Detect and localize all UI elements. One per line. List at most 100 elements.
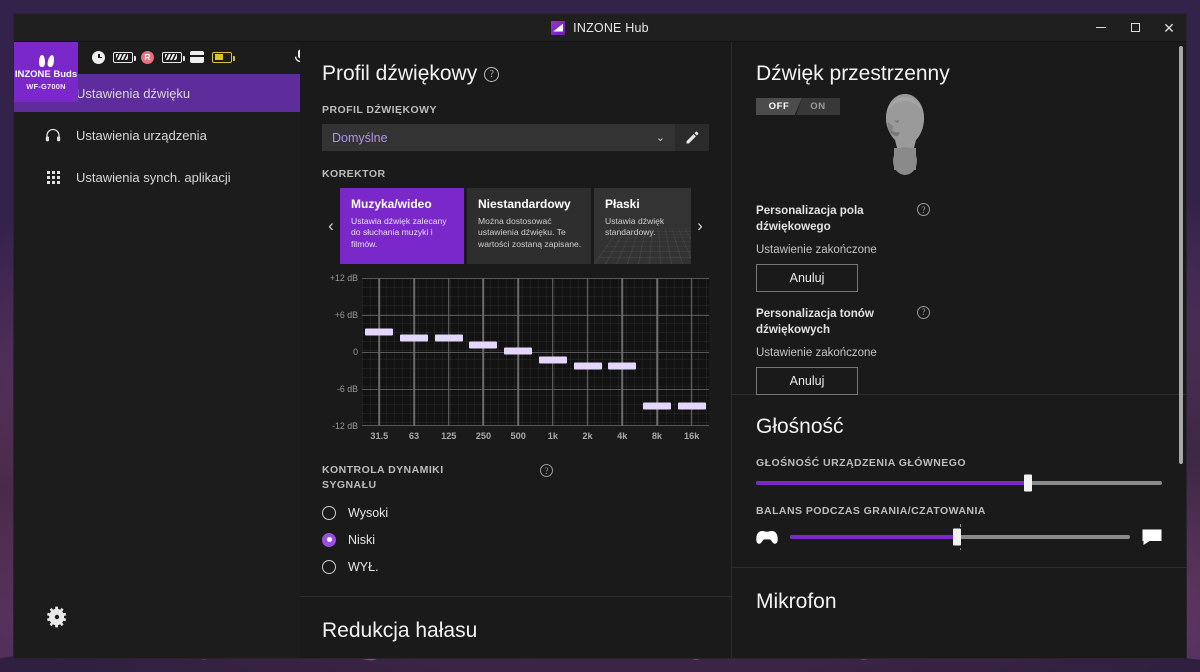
clock-icon [92,50,105,64]
equalizer-plot[interactable] [362,278,709,426]
minimize-button[interactable] [1084,14,1118,41]
spatial-sound-title: Dźwięk przestrzenny [756,62,950,85]
radio-option-off[interactable]: WYŁ. [322,559,709,574]
equalizer-gridline [362,278,709,279]
soundfield-cancel-button[interactable]: Anuluj [756,263,858,292]
chevron-right-icon[interactable]: › [697,216,703,235]
tone-status: Ustawienie zakończone [756,346,877,359]
maximize-button[interactable] [1118,14,1152,41]
radio-icon-selected [322,532,336,547]
radio-option-low[interactable]: Niski [322,532,709,547]
equalizer-x-tick: 4k [617,431,628,441]
device-status-bar: R [78,42,307,72]
equalizer-band-track[interactable] [447,278,450,426]
radio-icon [322,505,336,520]
radio-option-high[interactable]: Wysoki [322,505,709,520]
microphone-title: Mikrofon [756,590,837,613]
equalizer-x-tick: 16k [683,431,700,441]
sidebar-item-device-settings[interactable]: Ustawienia urządzenia [14,116,300,154]
device-model: WF-G700N [26,81,66,91]
equalizer-band-handle[interactable] [538,356,567,364]
device-tile[interactable]: INZONE Buds WF-G700N [14,42,78,102]
equalizer-x-tick: 500 [510,431,526,441]
preset-title: Muzyka/wideo [351,197,432,211]
sidebar: INZONE Buds WF-G700N R [14,42,307,658]
pencil-icon [686,131,698,144]
equalizer-x-tick: 250 [475,431,492,441]
equalizer-gridline [362,352,709,353]
preset-description: Można dostosować ustawienia dźwięku. Te … [478,216,582,249]
profile-selected-value: Domyślne [332,130,388,145]
equalizer-x-tick: 31.5 [370,431,389,441]
balance-track[interactable] [790,524,1130,550]
equalizer-band-handle[interactable] [365,328,394,336]
tone-cancel-button[interactable]: Anuluj [756,366,858,395]
sound-profile-content: Profil dźwiękowy ? PROFIL DŹWIĘKOWY Domy… [300,42,731,574]
sidebar-item-label: Ustawienia synch. aplikacji [76,169,231,185]
equalizer-band-track[interactable] [413,278,415,426]
close-button[interactable]: ✕ [1152,14,1186,41]
help-icon[interactable]: ? [917,305,930,319]
equalizer-band-handle[interactable] [469,341,498,349]
noise-reduction-section[interactable]: Redukcja hałasu [300,596,731,658]
preset-title: Niestandardowy [478,197,571,211]
balance-knob[interactable] [952,528,961,546]
help-icon[interactable]: ? [484,66,500,82]
equalizer-band-track[interactable] [482,278,485,426]
help-icon[interactable]: ? [540,464,553,477]
gamepad-icon [756,530,778,545]
profile-select[interactable]: Domyślne ⌄ [322,124,675,151]
volume-title: Głośność [756,415,844,438]
preset-description: Ustawia dźwięk zalecany do słuchania muz… [351,216,447,249]
balance-slider[interactable] [756,524,1162,550]
equalizer-band-track[interactable] [378,278,381,426]
equalizer-band-handle[interactable] [434,334,463,342]
equalizer-band-handle[interactable] [504,347,533,355]
gear-icon[interactable] [44,604,70,630]
main-volume-slider[interactable] [756,474,1162,492]
profile-label: PROFIL DŹWIĘKOWY [322,104,437,116]
balance-fill [790,535,957,539]
profile-edit-button[interactable] [675,124,709,151]
preset-card-music-video[interactable]: Muzyka/wideo Ustawia dźwięk zalecany do … [340,188,464,264]
headphones-icon [44,128,62,142]
radio-label: WYŁ. [348,559,379,574]
sidebar-item-label: Ustawienia urządzenia [76,127,207,143]
spatial-sound-section: Dźwięk przestrzenny OFF ON [732,42,1186,395]
preset-carousel: ‹ Muzyka/wideo Ustawia dźwięk zalecany d… [322,188,709,264]
vertical-scrollbar[interactable] [1179,46,1183,464]
soundfield-personalization: Personalizacja pola dźwiękowego ? Ustawi… [756,203,1162,292]
equalizer-x-tick: 63 [408,431,420,441]
equalizer-y-tick: -6 dB [336,384,358,394]
spatial-sound-toggle[interactable]: OFF ON [756,98,840,115]
help-icon[interactable]: ? [917,203,930,216]
main-volume-label: GŁOŚNOŚĆ URZĄDZENIA GŁÓWNEGO [756,457,966,469]
equalizer-band-track[interactable] [552,278,554,426]
tone-title: Personalizacja tonów dźwiękowych [756,306,874,337]
microphone-section[interactable]: Mikrofon [732,567,1186,614]
page-title-text: Profil dźwiękowy [322,62,478,85]
equalizer-band-handle[interactable] [642,402,671,410]
equalizer-band-handle[interactable] [400,334,429,342]
equalizer-band-track[interactable] [586,278,589,426]
dynamic-range-label: KONTROLA DYNAMIKI SYGNAŁU [322,464,444,491]
equalizer-band-track[interactable] [621,278,624,426]
equalizer-band-handle[interactable] [573,362,602,370]
equalizer-x-tick: 1k [547,431,558,441]
equalizer-y-tick: 0 [353,347,358,357]
equalizer-chart: +12 dB +6 dB 0 -6 dB -12 dB [322,273,709,431]
main-volume-track[interactable] [756,474,1162,492]
equalizer-y-axis: +12 dB +6 dB 0 -6 dB -12 dB [322,273,362,431]
equalizer-band-track[interactable] [690,278,693,426]
soundfield-header: Personalizacja pola dźwiękowego ? [756,203,1162,236]
main-volume-knob[interactable] [1024,474,1033,492]
sidebar-item-app-sync-settings[interactable]: Ustawienia synch. aplikacji [14,158,300,196]
radio-label: Niski [348,532,376,547]
preset-card-custom[interactable]: Niestandardowy Można dostosować ustawien… [467,188,591,264]
preset-card-flat[interactable]: Płaski Ustawia dźwięk standardowy. [594,188,691,264]
equalizer-band-handle[interactable] [677,402,706,410]
chevron-left-icon[interactable]: ‹ [328,216,334,235]
content-columns: Profil dźwiękowy ? PROFIL DŹWIĘKOWY Domy… [300,42,1186,658]
equalizer-band-handle[interactable] [608,362,637,370]
equalizer-band-track[interactable] [656,278,658,426]
